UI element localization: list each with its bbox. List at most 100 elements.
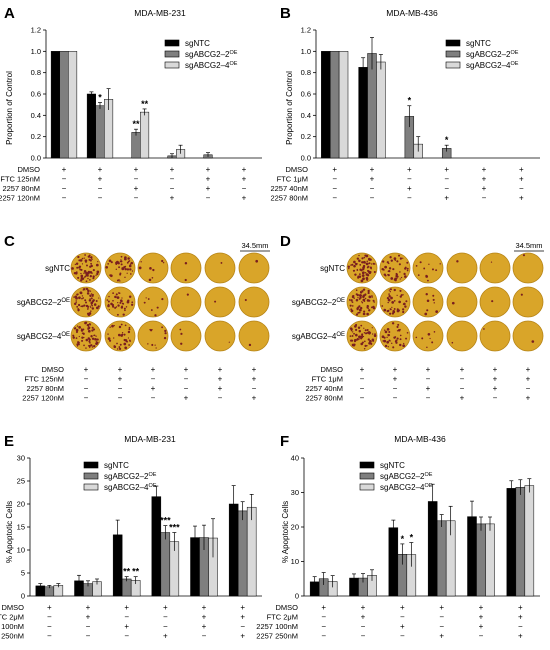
significance-mark: * bbox=[445, 135, 449, 145]
colony-dot bbox=[126, 272, 128, 274]
colony-dot bbox=[353, 339, 357, 342]
colony-dot bbox=[122, 313, 125, 316]
colony-dot bbox=[396, 309, 400, 313]
colony-dot bbox=[358, 330, 361, 332]
colony-dot bbox=[121, 267, 125, 271]
colony-dot bbox=[95, 274, 97, 276]
colony-well bbox=[238, 320, 270, 352]
condition-sign: − bbox=[86, 632, 91, 641]
colony-well bbox=[479, 286, 511, 318]
colony-dot bbox=[128, 326, 131, 329]
legend-item-label: sgABCG2–4OE bbox=[380, 483, 433, 492]
colony-well bbox=[512, 286, 544, 318]
condition-sign: + bbox=[444, 194, 449, 203]
panel-b-ylabel: Proportion of Control bbox=[285, 71, 294, 145]
colony-dot bbox=[393, 288, 396, 292]
colony-well bbox=[170, 320, 202, 352]
condition-sign: + bbox=[98, 165, 103, 174]
colony-dot bbox=[121, 297, 123, 299]
condition-sign: + bbox=[242, 194, 247, 203]
colony-dot bbox=[77, 303, 81, 307]
panel-f-title: MDA-MB-436 bbox=[394, 434, 446, 444]
colony-dot bbox=[522, 254, 526, 257]
colony-dot bbox=[147, 298, 150, 300]
bar bbox=[160, 532, 171, 597]
colony-dot bbox=[421, 337, 424, 340]
colony-dot bbox=[81, 263, 84, 265]
y-tick-label: 0 bbox=[21, 592, 25, 601]
condition-sign: + bbox=[206, 165, 211, 174]
colony-dot bbox=[186, 293, 189, 296]
colony-dot bbox=[98, 297, 100, 299]
colony-dot bbox=[120, 300, 123, 303]
colony-dot bbox=[90, 335, 93, 338]
colony-dot bbox=[87, 337, 90, 340]
colony-dot bbox=[368, 309, 371, 312]
colony-dot bbox=[353, 264, 356, 268]
colony-dot bbox=[361, 301, 363, 303]
colony-dot bbox=[83, 344, 85, 347]
condition-sign: + bbox=[118, 375, 123, 384]
condition-sign: − bbox=[400, 632, 405, 641]
panel-label-a: A bbox=[4, 5, 15, 22]
colony-dot bbox=[356, 257, 359, 260]
colony-dot bbox=[392, 346, 395, 349]
colony-dot bbox=[406, 261, 409, 264]
colony-dot bbox=[91, 337, 95, 341]
condition-sign: − bbox=[426, 375, 431, 384]
colony-dot bbox=[426, 346, 428, 349]
colony-dot bbox=[399, 289, 402, 292]
colony-dot bbox=[371, 295, 373, 297]
colony-dot bbox=[396, 330, 399, 332]
condition-sign: − bbox=[321, 613, 326, 622]
colony-dot bbox=[451, 301, 455, 305]
colony-dot bbox=[115, 268, 118, 270]
colony-dot bbox=[367, 307, 369, 309]
colony-dot bbox=[129, 268, 132, 271]
colony-dot bbox=[83, 270, 87, 273]
colony-dot bbox=[356, 339, 358, 341]
colony-well bbox=[446, 320, 478, 352]
colony-dot bbox=[161, 326, 164, 329]
colony-dot bbox=[387, 301, 389, 304]
colony-dot bbox=[398, 263, 401, 266]
colony-well bbox=[379, 286, 411, 318]
colony-dot bbox=[424, 312, 428, 316]
colony-dot bbox=[83, 257, 85, 259]
colony-dot bbox=[362, 260, 366, 264]
condition-sign: + bbox=[218, 375, 223, 384]
condition-sign: + bbox=[202, 603, 207, 612]
bar bbox=[436, 520, 447, 597]
condition-sign: + bbox=[206, 175, 211, 184]
legend-item-label: sgABCG2–4OE bbox=[185, 61, 238, 70]
legend-item-swatch bbox=[83, 461, 99, 469]
colony-dot bbox=[91, 294, 94, 297]
colony-dot bbox=[355, 328, 358, 331]
colony-dot bbox=[85, 338, 89, 342]
condition-sign: + bbox=[240, 603, 245, 612]
row-label: sgNTC bbox=[320, 264, 345, 273]
y-tick-label: 0.4 bbox=[31, 111, 41, 120]
colony-dot bbox=[115, 293, 118, 296]
colony-dot bbox=[358, 308, 362, 312]
condition-sign: + bbox=[218, 365, 223, 374]
colony-dot bbox=[405, 300, 408, 303]
colony-dot bbox=[364, 297, 367, 300]
condition-label: 2257 80nM bbox=[305, 394, 343, 403]
colony-dot bbox=[118, 346, 121, 348]
colony-dot bbox=[119, 280, 121, 282]
condition-sign: − bbox=[184, 375, 189, 384]
colony-dot bbox=[391, 312, 395, 315]
colony-dot bbox=[117, 333, 121, 337]
colony-dot bbox=[433, 331, 436, 333]
colony-dot bbox=[428, 263, 430, 265]
condition-sign: + bbox=[170, 165, 175, 174]
colony-dot bbox=[87, 323, 90, 326]
colony-dot bbox=[118, 347, 122, 351]
condition-sign: − bbox=[361, 632, 366, 641]
condition-sign: + bbox=[62, 165, 67, 174]
colony-dot bbox=[417, 274, 420, 276]
y-tick-label: 0.8 bbox=[31, 68, 41, 77]
colony-dot bbox=[114, 295, 117, 299]
condition-sign: + bbox=[479, 622, 484, 631]
